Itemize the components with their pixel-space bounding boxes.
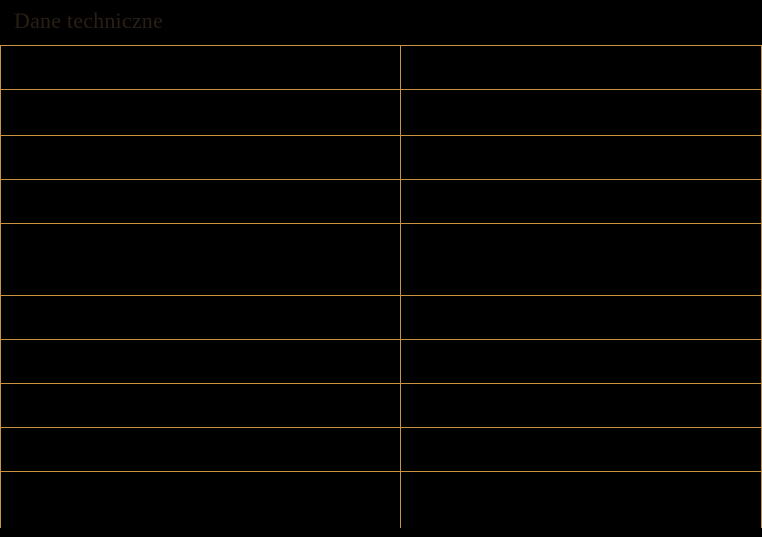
spec-label-cell — [1, 428, 401, 472]
table-row — [1, 472, 762, 528]
spec-label-cell — [1, 340, 401, 384]
specs-table-body — [1, 46, 762, 528]
specs-table — [0, 45, 762, 528]
table-row — [1, 224, 762, 296]
spec-label-cell — [1, 180, 401, 224]
spec-value-cell — [401, 384, 762, 428]
spec-sheet-page: Dane techniczne — [0, 0, 762, 537]
spec-value-cell — [401, 90, 762, 136]
table-row — [1, 180, 762, 224]
spec-value-cell — [401, 296, 762, 340]
spec-label-cell — [1, 296, 401, 340]
spec-label-cell — [1, 46, 401, 90]
spec-label-cell — [1, 224, 401, 296]
spec-label-cell — [1, 136, 401, 180]
table-row — [1, 340, 762, 384]
spec-label-cell — [1, 384, 401, 428]
spec-value-cell — [401, 428, 762, 472]
spec-value-cell — [401, 224, 762, 296]
spec-value-cell — [401, 472, 762, 528]
spec-value-cell — [401, 340, 762, 384]
spec-label-cell — [1, 472, 401, 528]
spec-label-cell — [1, 90, 401, 136]
table-row — [1, 90, 762, 136]
table-row — [1, 136, 762, 180]
spec-value-cell — [401, 136, 762, 180]
spec-value-cell — [401, 46, 762, 90]
table-row — [1, 296, 762, 340]
page-title: Dane techniczne — [14, 8, 163, 34]
table-row — [1, 46, 762, 90]
spec-value-cell — [401, 180, 762, 224]
table-row — [1, 428, 762, 472]
table-row — [1, 384, 762, 428]
